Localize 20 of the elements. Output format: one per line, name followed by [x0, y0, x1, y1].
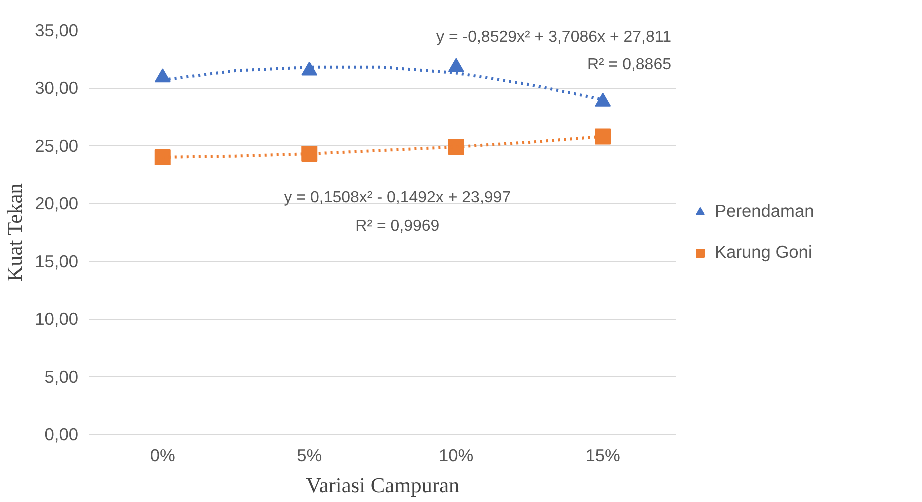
y-tick-label: 5,00 [44, 366, 79, 387]
annotation: y = -0,8529x² + 3,7086x + 27,811 [436, 28, 672, 46]
y-tick-label: 35,00 [35, 20, 79, 40]
legend-label: Karung Goni [715, 242, 812, 263]
x-tick-label: 15% [586, 446, 620, 466]
y-tick-label: 25,00 [35, 136, 79, 156]
y-tick-label: 0,00 [44, 424, 79, 444]
y-tick-label: 20,00 [35, 194, 79, 214]
annotation: R² = 0,9969 [356, 218, 440, 236]
y-tick-label: 30,00 [35, 78, 79, 98]
x-tick-label: 5% [297, 446, 322, 466]
x-tick-label: 10% [439, 446, 474, 466]
x-axis-title: Variasi Campuran [306, 474, 460, 498]
x-tick-label: 0% [150, 446, 176, 466]
y-tick-label: 15,00 [35, 251, 79, 272]
y-tick-label: 10,00 [35, 309, 79, 330]
annotation: R² = 0,8865 [587, 56, 672, 74]
y-axis-title: Kuat Tekan [3, 183, 28, 282]
annotation: y = 0,1508x² - 0,1492x + 23,997 [284, 189, 512, 206]
legend-label: Perendaman [715, 201, 814, 222]
